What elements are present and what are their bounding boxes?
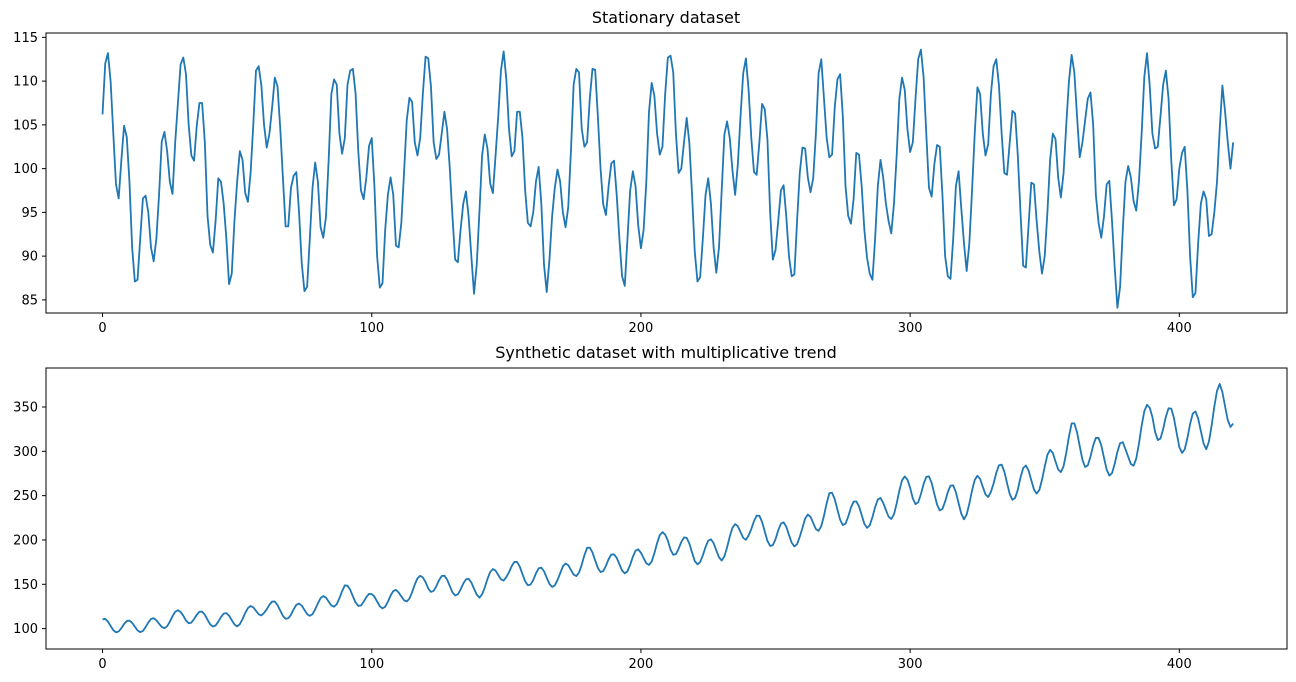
x-tick-label: 200: [629, 657, 654, 672]
axes-stationary: Stationary dataset 0 100 200 300 400 85 90 95 10…: [13, 8, 1288, 336]
x-tick-label: 200: [629, 321, 654, 336]
x-tick-label: 400: [1167, 321, 1192, 336]
series-line: [102, 383, 1234, 634]
x-tick-label: 100: [359, 657, 384, 672]
y-tick-label: 100: [13, 622, 38, 637]
y-tick-label: 100: [13, 162, 38, 177]
y-tick-label: 350: [13, 401, 38, 416]
chart-title: Stationary dataset: [592, 8, 740, 27]
x-tick-label: 300: [898, 321, 923, 336]
x-tick-label: 0: [98, 321, 106, 336]
y-tick-label: 300: [13, 445, 38, 460]
y-tick-label: 105: [13, 118, 38, 133]
y-tick-label: 90: [21, 250, 38, 265]
series-line: [101, 48, 1235, 309]
y-tick-label: 85: [21, 293, 38, 308]
plot-frame: [45, 32, 1288, 314]
x-tick-label: 300: [898, 657, 923, 672]
y-tick-label: 110: [13, 75, 38, 90]
axes-multiplicative-trend: Synthetic dataset with multiplicative tr…: [13, 343, 1288, 672]
y-tick-label: 200: [13, 533, 38, 548]
plot-frame: [45, 367, 1288, 650]
x-tick-label: 400: [1167, 657, 1192, 672]
y-tick-label: 95: [21, 206, 38, 221]
y-tick-label: 250: [13, 489, 38, 504]
y-tick-label: 150: [13, 578, 38, 593]
y-tick-label: 115: [13, 31, 38, 46]
x-tick-label: 100: [359, 321, 384, 336]
x-tick-label: 0: [98, 657, 106, 672]
chart-title: Synthetic dataset with multiplicative tr…: [495, 343, 837, 362]
